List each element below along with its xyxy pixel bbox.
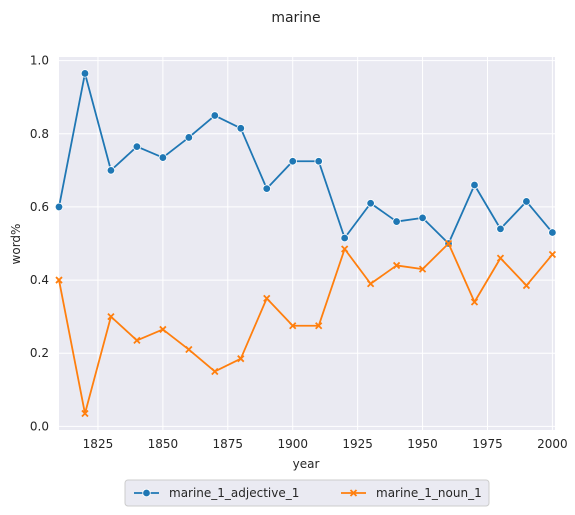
data-point	[237, 125, 245, 133]
x-axis-ticks: 1825 1850 1875 1900 1925 1950 1975 2000	[83, 437, 568, 451]
data-point	[497, 225, 505, 233]
data-point	[263, 185, 271, 193]
x-tick-label: 1875	[213, 437, 244, 451]
data-point	[549, 229, 557, 237]
data-point	[211, 112, 219, 120]
y-tick-label: 0.0	[30, 419, 49, 433]
data-point	[471, 181, 479, 189]
legend: marine_1_adjective_1 marine_1_noun_1	[125, 480, 489, 506]
y-tick-label: 0.4	[30, 273, 49, 287]
x-tick-label: 2000	[537, 437, 568, 451]
x-tick-label: 1950	[407, 437, 438, 451]
chart-title: marine	[271, 10, 320, 26]
x-tick-label: 1975	[472, 437, 503, 451]
x-tick-label: 1825	[83, 437, 114, 451]
y-axis-ticks: 0.0 0.2 0.4 0.6 0.8 1.0	[30, 54, 49, 434]
data-point	[367, 199, 375, 207]
data-point	[393, 218, 401, 226]
data-point	[133, 143, 141, 151]
data-point	[81, 70, 89, 78]
y-tick-label: 0.2	[30, 346, 49, 360]
y-tick-label: 0.8	[30, 127, 49, 141]
legend-label: marine_1_adjective_1	[169, 486, 299, 500]
data-point	[185, 134, 193, 142]
data-point	[289, 157, 297, 165]
legend-label: marine_1_noun_1	[376, 486, 482, 500]
x-tick-label: 1900	[277, 437, 308, 451]
data-point	[419, 214, 427, 222]
x-tick-label: 1850	[148, 437, 179, 451]
y-axis-label: word%	[9, 224, 23, 265]
y-tick-label: 0.6	[30, 200, 49, 214]
data-point	[523, 198, 531, 206]
x-axis-label: year	[293, 457, 320, 471]
data-point	[143, 489, 151, 497]
data-point	[341, 234, 349, 242]
data-point	[55, 203, 63, 211]
data-point	[159, 154, 167, 162]
plot-area	[59, 57, 555, 430]
y-tick-label: 1.0	[30, 54, 49, 68]
x-tick-label: 1925	[342, 437, 373, 451]
data-point	[107, 167, 115, 175]
data-point	[315, 157, 323, 165]
